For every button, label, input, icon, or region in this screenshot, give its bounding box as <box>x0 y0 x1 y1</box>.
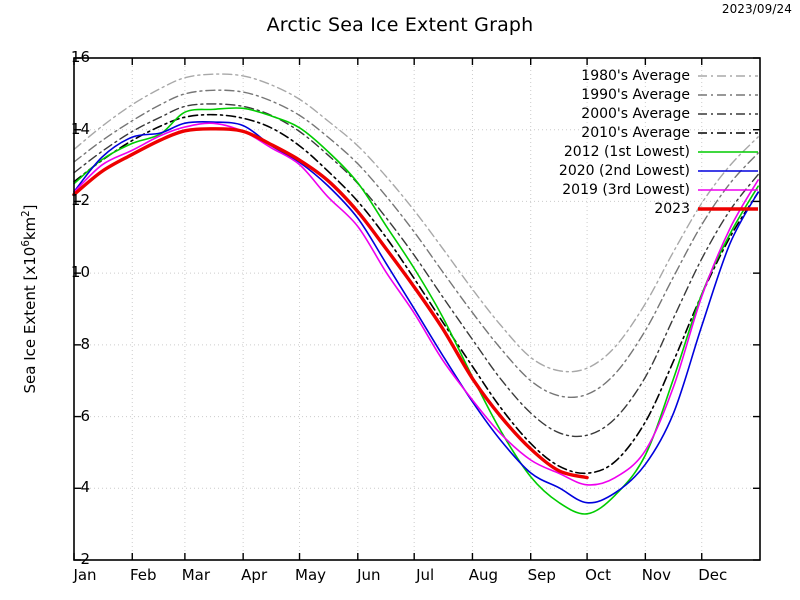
y-axis-tick-label: 12 <box>70 191 90 210</box>
x-axis-tick-label: May <box>295 566 327 584</box>
plot-frame <box>73 57 761 561</box>
legend-item[interactable]: 1980's Average <box>508 66 758 85</box>
legend-item-swatch <box>698 146 758 158</box>
legend-item-swatch <box>698 70 758 82</box>
series-line-2020-2nd-lowest <box>73 120 759 504</box>
legend-item-label: 2019 (3rd Lowest) <box>562 181 690 198</box>
x-axis-tick-label: Nov <box>641 566 671 584</box>
data-series-group <box>72 73 759 515</box>
x-axis-tick-label: Apr <box>241 566 268 584</box>
legend-item-label: 1990's Average <box>581 86 690 103</box>
legend-item[interactable]: 2023 <box>508 199 758 218</box>
legend-item-label: 2000's Average <box>581 105 690 122</box>
x-axis-tick-label: Dec <box>698 566 728 584</box>
y-axis-tick-label: 16 <box>70 48 90 66</box>
legend-item-swatch <box>698 203 758 215</box>
legend-item-swatch <box>698 127 758 139</box>
y-axis-tick-label: 6 <box>80 406 90 425</box>
legend-item[interactable]: 2012 (1st Lowest) <box>508 142 758 161</box>
legend-item-swatch <box>698 89 758 101</box>
x-axis-tick-label: Aug <box>468 566 499 584</box>
legend-item-swatch <box>698 108 758 120</box>
y-axis-tick-label: 4 <box>80 478 90 497</box>
legend-item[interactable]: 2020 (2nd Lowest) <box>508 161 758 180</box>
chart-legend: 1980's Average 1990's Average 2000's Avera… <box>508 66 758 218</box>
chart-title: Arctic Sea Ice Extent Graph <box>266 14 534 36</box>
axis-ticks <box>73 57 760 561</box>
series-line-2019-3rd-lowest <box>73 122 759 486</box>
series-line-2010-s-average <box>73 113 759 475</box>
legend-item-label: 2023 <box>654 200 690 217</box>
y-axis-tick-label: 2 <box>80 550 90 568</box>
legend-item-label: 2012 (1st Lowest) <box>563 143 690 160</box>
date-stamp: 2023/09/24 <box>721 2 792 16</box>
legend-item[interactable]: 2019 (3rd Lowest) <box>508 180 758 199</box>
y-axis-tick-label: 14 <box>70 119 90 138</box>
x-axis-tick-label: Oct <box>585 566 612 584</box>
series-line-2000-s-average <box>73 103 759 438</box>
x-axis-tick-label: Sep <box>527 566 556 584</box>
legend-item[interactable]: 1990's Average <box>508 85 758 104</box>
y-axis-tick-label: 8 <box>80 334 90 353</box>
series-line-1980-s-average <box>73 73 759 373</box>
series-line-2023 <box>72 127 589 480</box>
legend-item-label: 2010's Average <box>581 124 690 141</box>
legend-item-swatch <box>698 184 758 196</box>
legend-item-label: 1980's Average <box>581 67 690 84</box>
legend-item-swatch <box>698 165 758 177</box>
x-axis-tick-label: Jan <box>73 566 97 584</box>
plot-background <box>74 58 760 560</box>
x-axis-tick-label: Jun <box>357 566 381 584</box>
x-axis-tick-label: Feb <box>129 566 157 584</box>
x-axis-tick-label: Jul <box>416 566 435 584</box>
legend-item[interactable]: 2010's Average <box>508 123 758 142</box>
legend-item-label: 2020 (2nd Lowest) <box>558 162 690 179</box>
x-axis-tick-label: Mar <box>181 566 211 584</box>
y-axis-tick-label: 10 <box>70 263 90 282</box>
legend-item[interactable]: 2000's Average <box>508 104 758 123</box>
